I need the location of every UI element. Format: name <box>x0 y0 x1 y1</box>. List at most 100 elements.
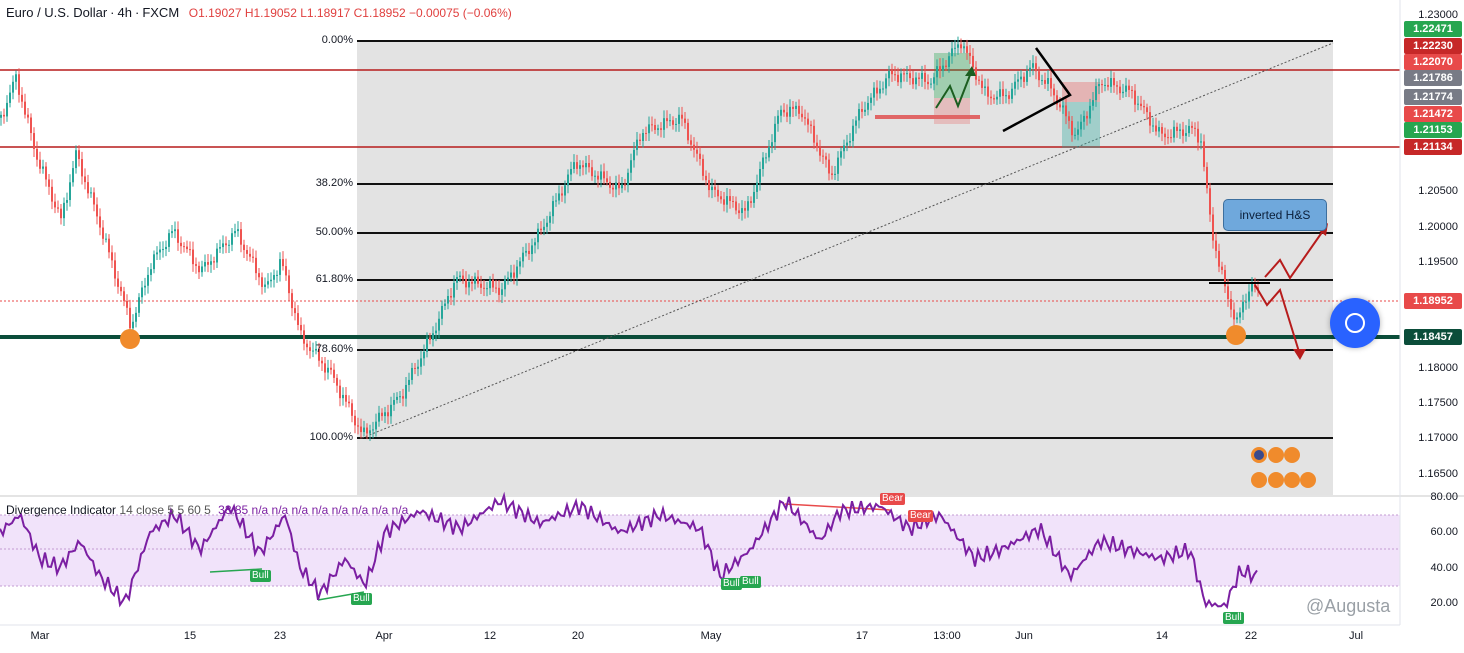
candle-body <box>1074 134 1076 136</box>
candle-body <box>696 149 698 154</box>
economic-events-icon[interactable] <box>1251 447 1316 488</box>
inverted-hs-callout[interactable]: inverted H&S <box>1223 199 1327 231</box>
candle-body <box>606 178 608 182</box>
candle-body <box>1194 127 1196 129</box>
price-axis-label[interactable]: 1.22070 <box>1404 54 1462 70</box>
fib-level-label: 0.00% <box>321 34 353 46</box>
candle-body <box>345 394 347 402</box>
candle-body <box>57 207 59 209</box>
price-axis-label[interactable]: 1.21153 <box>1404 122 1462 138</box>
candle-body <box>1251 282 1253 292</box>
candle-body <box>900 73 902 83</box>
candle-body <box>699 153 701 159</box>
candle-body <box>486 288 488 290</box>
candle-body <box>1119 86 1121 94</box>
bullish-projection-arrow[interactable] <box>1264 227 1326 280</box>
symbol-name[interactable]: Euro / U.S. Dollar <box>6 5 108 20</box>
ohlc-values: O1.19027 H1.19052 L1.18917 C1.18952 −0.0… <box>188 6 512 20</box>
candle-body <box>1041 80 1043 82</box>
candle-body <box>1044 80 1046 84</box>
candle-body <box>252 256 254 258</box>
low-marker-left[interactable] <box>120 329 140 349</box>
candle-body <box>966 46 968 53</box>
candle-body <box>480 283 482 288</box>
bull-divergence-tag[interactable]: Bull <box>1223 612 1244 624</box>
indicator-header[interactable]: Divergence Indicator 14 close 5 5 60 5 3… <box>6 503 408 517</box>
price-axis-label[interactable]: 1.21786 <box>1404 70 1462 86</box>
candle-body <box>585 163 587 168</box>
candle-body <box>1185 133 1187 136</box>
candle-body <box>231 233 233 245</box>
price-axis-label[interactable]: 1.22471 <box>1404 21 1462 37</box>
rsi-line[interactable] <box>0 491 1258 610</box>
candle-body <box>294 308 296 314</box>
price-axis-label[interactable]: 1.22230 <box>1404 38 1462 54</box>
candle-body <box>45 166 47 180</box>
bull-divergence-tag[interactable]: Bull <box>250 570 271 582</box>
bear-divergence-tag[interactable]: Bear <box>908 510 934 522</box>
bearish-projection-arrow-head <box>1293 349 1306 360</box>
candle-body <box>189 249 191 251</box>
time-axis-tick: 22 <box>1244 630 1258 642</box>
candle-body <box>225 243 227 246</box>
bearish-projection-arrow[interactable] <box>1254 284 1301 356</box>
candle-body <box>1017 79 1019 82</box>
bull-divergence-tag[interactable]: Bull <box>351 593 372 605</box>
bull-divergence-tag[interactable]: Bull <box>740 576 761 588</box>
low-marker-right[interactable] <box>1226 325 1246 345</box>
candle-body <box>1200 141 1202 143</box>
candle-body <box>363 427 365 433</box>
candle-body <box>546 222 548 227</box>
price-axis-label[interactable]: 1.21774 <box>1404 89 1462 105</box>
candle-body <box>171 231 173 234</box>
candle-body <box>939 66 941 71</box>
candle-body <box>330 367 332 370</box>
wedge-pattern[interactable] <box>1002 47 1072 133</box>
candle-body <box>282 259 284 267</box>
price-axis-label[interactable]: 1.21472 <box>1404 106 1462 122</box>
candle-body <box>993 98 995 100</box>
bull-divergence-tag[interactable]: Bull <box>721 578 742 590</box>
bear-divergence-tag[interactable]: Bear <box>880 493 906 505</box>
candle-body <box>369 430 371 434</box>
candle-body <box>930 83 932 85</box>
candle-body <box>513 272 515 278</box>
candle-body <box>873 87 875 98</box>
exchange: FXCM <box>142 5 180 20</box>
time-axis-tick: 15 <box>183 630 197 642</box>
candle-body <box>1137 103 1139 105</box>
price-axis-label[interactable]: 1.18457 <box>1404 329 1462 345</box>
candle-body <box>996 96 998 100</box>
candle-body <box>558 193 560 201</box>
candle-body <box>291 293 293 309</box>
projection-arrow-up[interactable] <box>935 69 973 109</box>
time-axis-tick: May <box>700 630 722 642</box>
candle-body <box>60 208 62 219</box>
candle-body <box>12 81 14 93</box>
candle-body <box>918 77 920 79</box>
candle-body <box>924 72 926 82</box>
candle-body <box>903 73 905 75</box>
candle-body <box>1011 88 1013 99</box>
price-axis-label[interactable]: 1.18952 <box>1404 293 1462 309</box>
candle-body <box>288 275 290 294</box>
interval[interactable]: 4h <box>117 5 132 20</box>
rising-trendline[interactable] <box>361 42 1334 439</box>
candle-body <box>117 278 119 287</box>
candle-body <box>1116 85 1118 87</box>
price-axis-label[interactable]: 1.21134 <box>1404 139 1462 155</box>
candle-body <box>276 274 278 276</box>
candle-body <box>324 363 326 373</box>
scroll-to-realtime-button[interactable] <box>1330 298 1380 348</box>
candle-body <box>465 279 467 288</box>
candle-body <box>438 318 440 331</box>
candle-body <box>1170 137 1172 139</box>
candle-body <box>153 254 155 270</box>
candle-body <box>342 394 344 399</box>
fib-retracement-zone[interactable] <box>357 41 1333 495</box>
candle-body <box>444 303 446 306</box>
candle-body <box>198 265 200 273</box>
short-position-loss-box[interactable] <box>1062 82 1100 102</box>
candle-body <box>945 65 947 67</box>
